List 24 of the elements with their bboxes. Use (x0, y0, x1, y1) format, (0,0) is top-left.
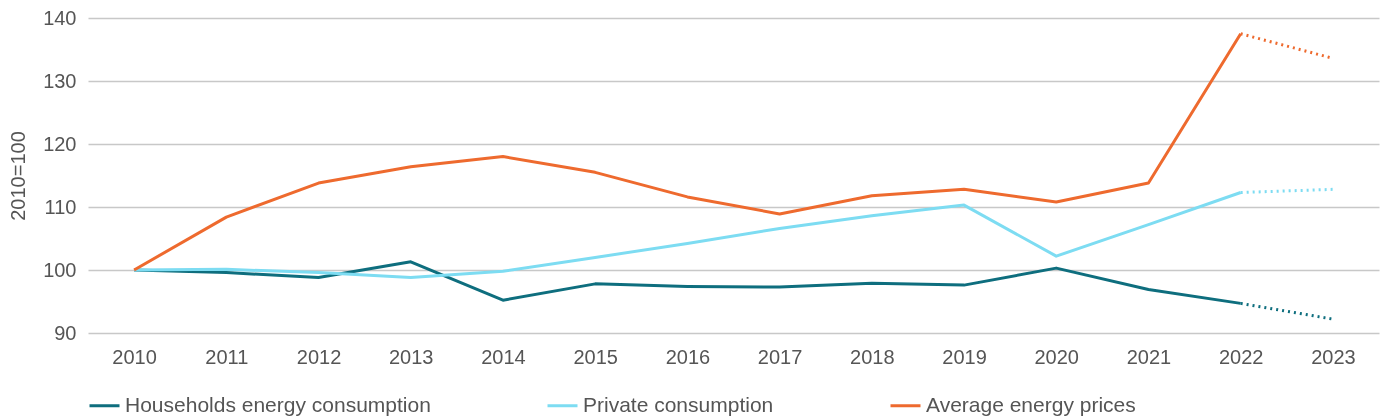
x-tick-label: 2010 (112, 345, 157, 368)
x-tick-label: 2020 (1034, 345, 1079, 368)
x-tick-label: 2019 (942, 345, 987, 368)
y-tick-label: 140 (43, 6, 77, 29)
legend-label: Private consumption (583, 392, 774, 416)
y-axis-title: 2010=100 (7, 131, 30, 221)
x-tick-label: 2014 (481, 345, 526, 368)
x-tick-label: 2015 (573, 345, 618, 368)
legend-label: Average energy prices (926, 392, 1136, 416)
y-tick-label: 110 (44, 195, 77, 218)
legend-label: Households energy consumption (125, 392, 431, 416)
x-tick-label: 2022 (1218, 345, 1264, 368)
x-tick-label: 2023 (1311, 345, 1356, 368)
y-tick-label: 100 (43, 258, 77, 281)
x-tick-label: 2018 (850, 345, 895, 368)
x-tick-label: 2013 (389, 345, 434, 368)
x-tick-label: 2012 (296, 345, 342, 368)
x-tick-label: 2016 (665, 345, 711, 368)
x-tick-label: 2017 (757, 345, 803, 368)
y-tick-label: 120 (43, 132, 77, 155)
y-tick-label: 90 (54, 321, 77, 344)
x-tick-label: 2021 (1126, 345, 1172, 368)
y-tick-label: 130 (43, 69, 77, 92)
x-tick-label: 2011 (205, 345, 249, 368)
